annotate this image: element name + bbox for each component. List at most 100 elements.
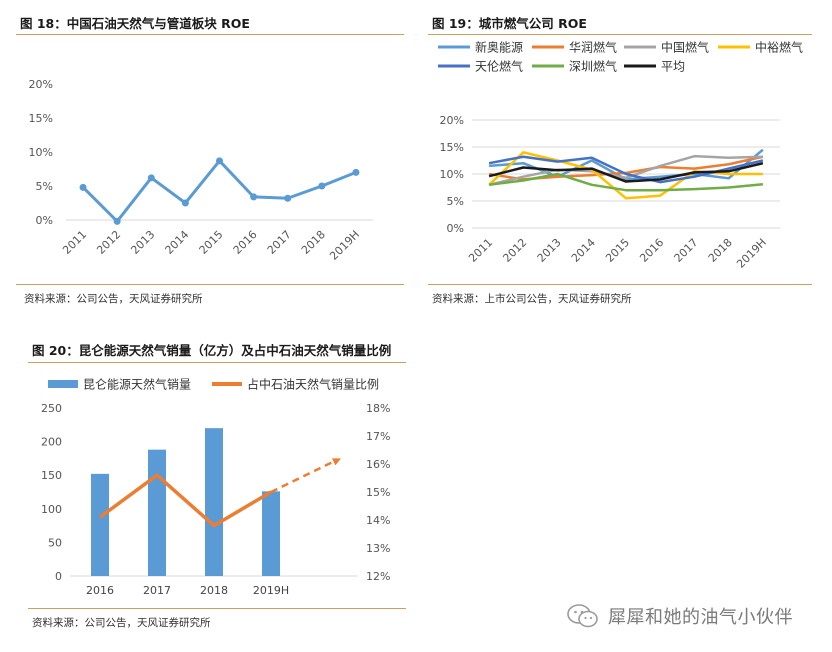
- figure20-y-left-tick-2: 100: [41, 503, 62, 516]
- figure18-point-2018: [318, 182, 326, 190]
- figure19-legend-label-3: 中裕燃气: [755, 40, 803, 55]
- figure19-x-tick-2012: 2012: [500, 236, 529, 265]
- figure18-y-tick-1: 5%: [36, 180, 53, 193]
- figure19-x-tick-2018: 2018: [706, 236, 735, 265]
- figure20-y-left-tick-0: 0: [55, 570, 62, 583]
- figure19-legend-item-2: 中国燃气: [624, 40, 709, 55]
- figure19-series-line-2: [488, 154, 763, 187]
- figure18-chart: 0%5%10%15%20% 2011 2012 2013 2014 2015 2016 20…: [29, 78, 373, 263]
- figure20-x-tick-2018: 2018: [200, 584, 228, 597]
- figure20-y-left-tick-5: 250: [41, 402, 62, 415]
- figure19-y-tick-2: 10%: [440, 168, 464, 181]
- figure19-legend-label-6: 平均: [661, 60, 685, 74]
- figure18-source: 资料来源：公司公告，天风证券研究所: [24, 293, 203, 305]
- figure20-y-left-tick-4: 200: [41, 436, 62, 449]
- watermark: 犀犀和她的油气小伙伴: [566, 603, 793, 629]
- figure20-ratio-line: [98, 458, 341, 528]
- figure20-legend-item-ratio: 占中石油天然气销量比例: [212, 377, 379, 392]
- figure18-y-tick-3: 15%: [29, 112, 53, 125]
- figure19-y-tick-4: 20%: [440, 114, 464, 127]
- figure19-x-tick-2016: 2016: [637, 236, 666, 265]
- figure19-title: 图 19：城市燃气公司 ROE: [432, 16, 587, 31]
- figure18-point-2011: [79, 183, 87, 191]
- figure20-y-right-ticks: 12% 13% 14% 15% 16% 17% 18%: [366, 402, 390, 583]
- figure20-source: 资料来源：公司公告，天风证券研究所: [32, 617, 211, 629]
- figure18-x-ticks: 2011 2012 2013 2014 2015 2016 2017 2018 2019H: [60, 228, 362, 263]
- figure20-projection-arrowhead: [332, 458, 341, 466]
- figure18-point-2019h: [352, 168, 360, 176]
- figure20-ratio-polyline: [98, 473, 272, 528]
- figure18-roe-line: [81, 159, 357, 223]
- figure19-x-tick-2017: 2017: [672, 236, 701, 265]
- figure19-legend-label-1: 华润燃气: [569, 40, 617, 55]
- wechat-icon: [567, 604, 598, 628]
- figure19-grid: [472, 119, 780, 229]
- figure20-legend-label-ratio: 占中石油天然气销量比例: [247, 377, 379, 392]
- figure20-title-rule: [28, 362, 406, 363]
- figure18-point-2012: [113, 217, 121, 225]
- figure20-x-ticks: 2016 2017 2018 2019H: [86, 584, 289, 597]
- figure19-series-line-3: [488, 151, 763, 200]
- figure19-legend-item-6: 平均: [624, 60, 685, 74]
- figure20-y-right-tick-1: 13%: [366, 542, 390, 555]
- figure19-x-tick-2014: 2014: [569, 236, 598, 265]
- figure18-title: 图 18：中国石油天然气与管道板块 ROE: [20, 16, 250, 31]
- figure19-legend-item-0: 新奥能源: [438, 40, 523, 55]
- figure20-bar-2016: [91, 473, 109, 576]
- figure18-y-tick-2: 10%: [29, 146, 53, 159]
- figure20-legend: 昆仑能源天然气销量 占中石油天然气销量比例: [48, 377, 379, 392]
- figure19-y-tick-3: 15%: [440, 141, 464, 154]
- figure18-title-rule: [16, 34, 404, 35]
- figure18-x-tick-2013: 2013: [128, 228, 157, 257]
- figure18-y-ticks: 0% 5% 10% 15% 20%: [29, 78, 53, 227]
- figure20-bar-2018: [205, 428, 223, 576]
- figure20-chart: 昆仑能源天然气销量 占中石油天然气销量比例 0 50 100 150 200 250 12%…: [41, 377, 390, 598]
- figure18-point-2015: [216, 157, 223, 165]
- figure20-y-right-tick-3: 15%: [366, 486, 390, 499]
- figure18-x-tick-2017: 2017: [265, 228, 294, 257]
- figure18-x-tick-2018: 2018: [299, 228, 328, 257]
- figure18-bottom-rule: [16, 284, 404, 285]
- figure19-legend-item-5: 深圳燃气: [532, 59, 617, 74]
- figure20-x-tick-2017: 2017: [143, 584, 171, 597]
- figure20-y-right-tick-5: 17%: [366, 430, 390, 443]
- figure20-y-right-tick-0: 12%: [366, 570, 390, 583]
- figure18-x-tick-2019h: 2019H: [327, 228, 362, 263]
- figure19-x-ticks: 2011 2012 2013 2014 2015 2016 2017 2018 2019H: [466, 236, 769, 271]
- figure18-x-tick-2016: 2016: [231, 228, 260, 257]
- figure20-x-tick-2019h: 2019H: [253, 584, 289, 597]
- figure19-source: 资料来源：上市公司公告，天风证券研究所: [432, 293, 632, 305]
- figure18-point-2014: [181, 199, 189, 207]
- figure20-bottom-rule: [28, 608, 406, 609]
- figure19-x-tick-2013: 2013: [535, 236, 564, 265]
- figure18-x-tick-2012: 2012: [94, 228, 123, 257]
- figure19-y-tick-0: 0%: [447, 222, 464, 235]
- figure19-title-rule: [428, 34, 812, 35]
- figure19-legend-label-4: 天伦燃气: [475, 59, 523, 74]
- figure18-point-2017: [284, 194, 292, 202]
- figure19-y-ticks: 0% 5% 10% 15% 20%: [440, 114, 464, 235]
- figure18-x-tick-2015: 2015: [197, 228, 226, 257]
- figure18-x-tick-2011: 2011: [60, 228, 89, 257]
- figure18-series: [79, 157, 360, 225]
- watermark-text: 犀犀和她的油气小伙伴: [608, 607, 793, 628]
- figure20-title: 图 20：昆仑能源天然气销量（亿方）及占中石油天然气销量比例: [32, 343, 392, 358]
- figure18-point-2013: [147, 174, 155, 182]
- figure19-legend-label-5: 深圳燃气: [569, 59, 617, 74]
- figure20-legend-swatch-bars: [48, 380, 78, 388]
- figure19-legend-item-3: 中裕燃气: [718, 40, 803, 55]
- figure19-legend-label-0: 新奥能源: [475, 40, 523, 55]
- figure20-legend-item-bars: 昆仑能源天然气销量: [48, 377, 191, 392]
- figure19-legend-item-4: 天伦燃气: [438, 59, 523, 74]
- figure19-y-tick-1: 5%: [447, 195, 464, 208]
- figure18-point-2016: [250, 193, 258, 201]
- figure19-x-tick-2019h: 2019H: [734, 236, 769, 271]
- figure20-y-left-ticks: 0 50 100 150 200 250: [41, 402, 62, 583]
- figure19-series-line-6: [488, 161, 764, 183]
- figure20-projection-dashed: [270, 459, 336, 494]
- figure19-legend-item-1: 华润燃气: [532, 40, 617, 55]
- figure18-x-tick-2014: 2014: [163, 228, 192, 257]
- figure19-series-line-5: [488, 172, 764, 192]
- figure20-bar-2017: [148, 449, 166, 576]
